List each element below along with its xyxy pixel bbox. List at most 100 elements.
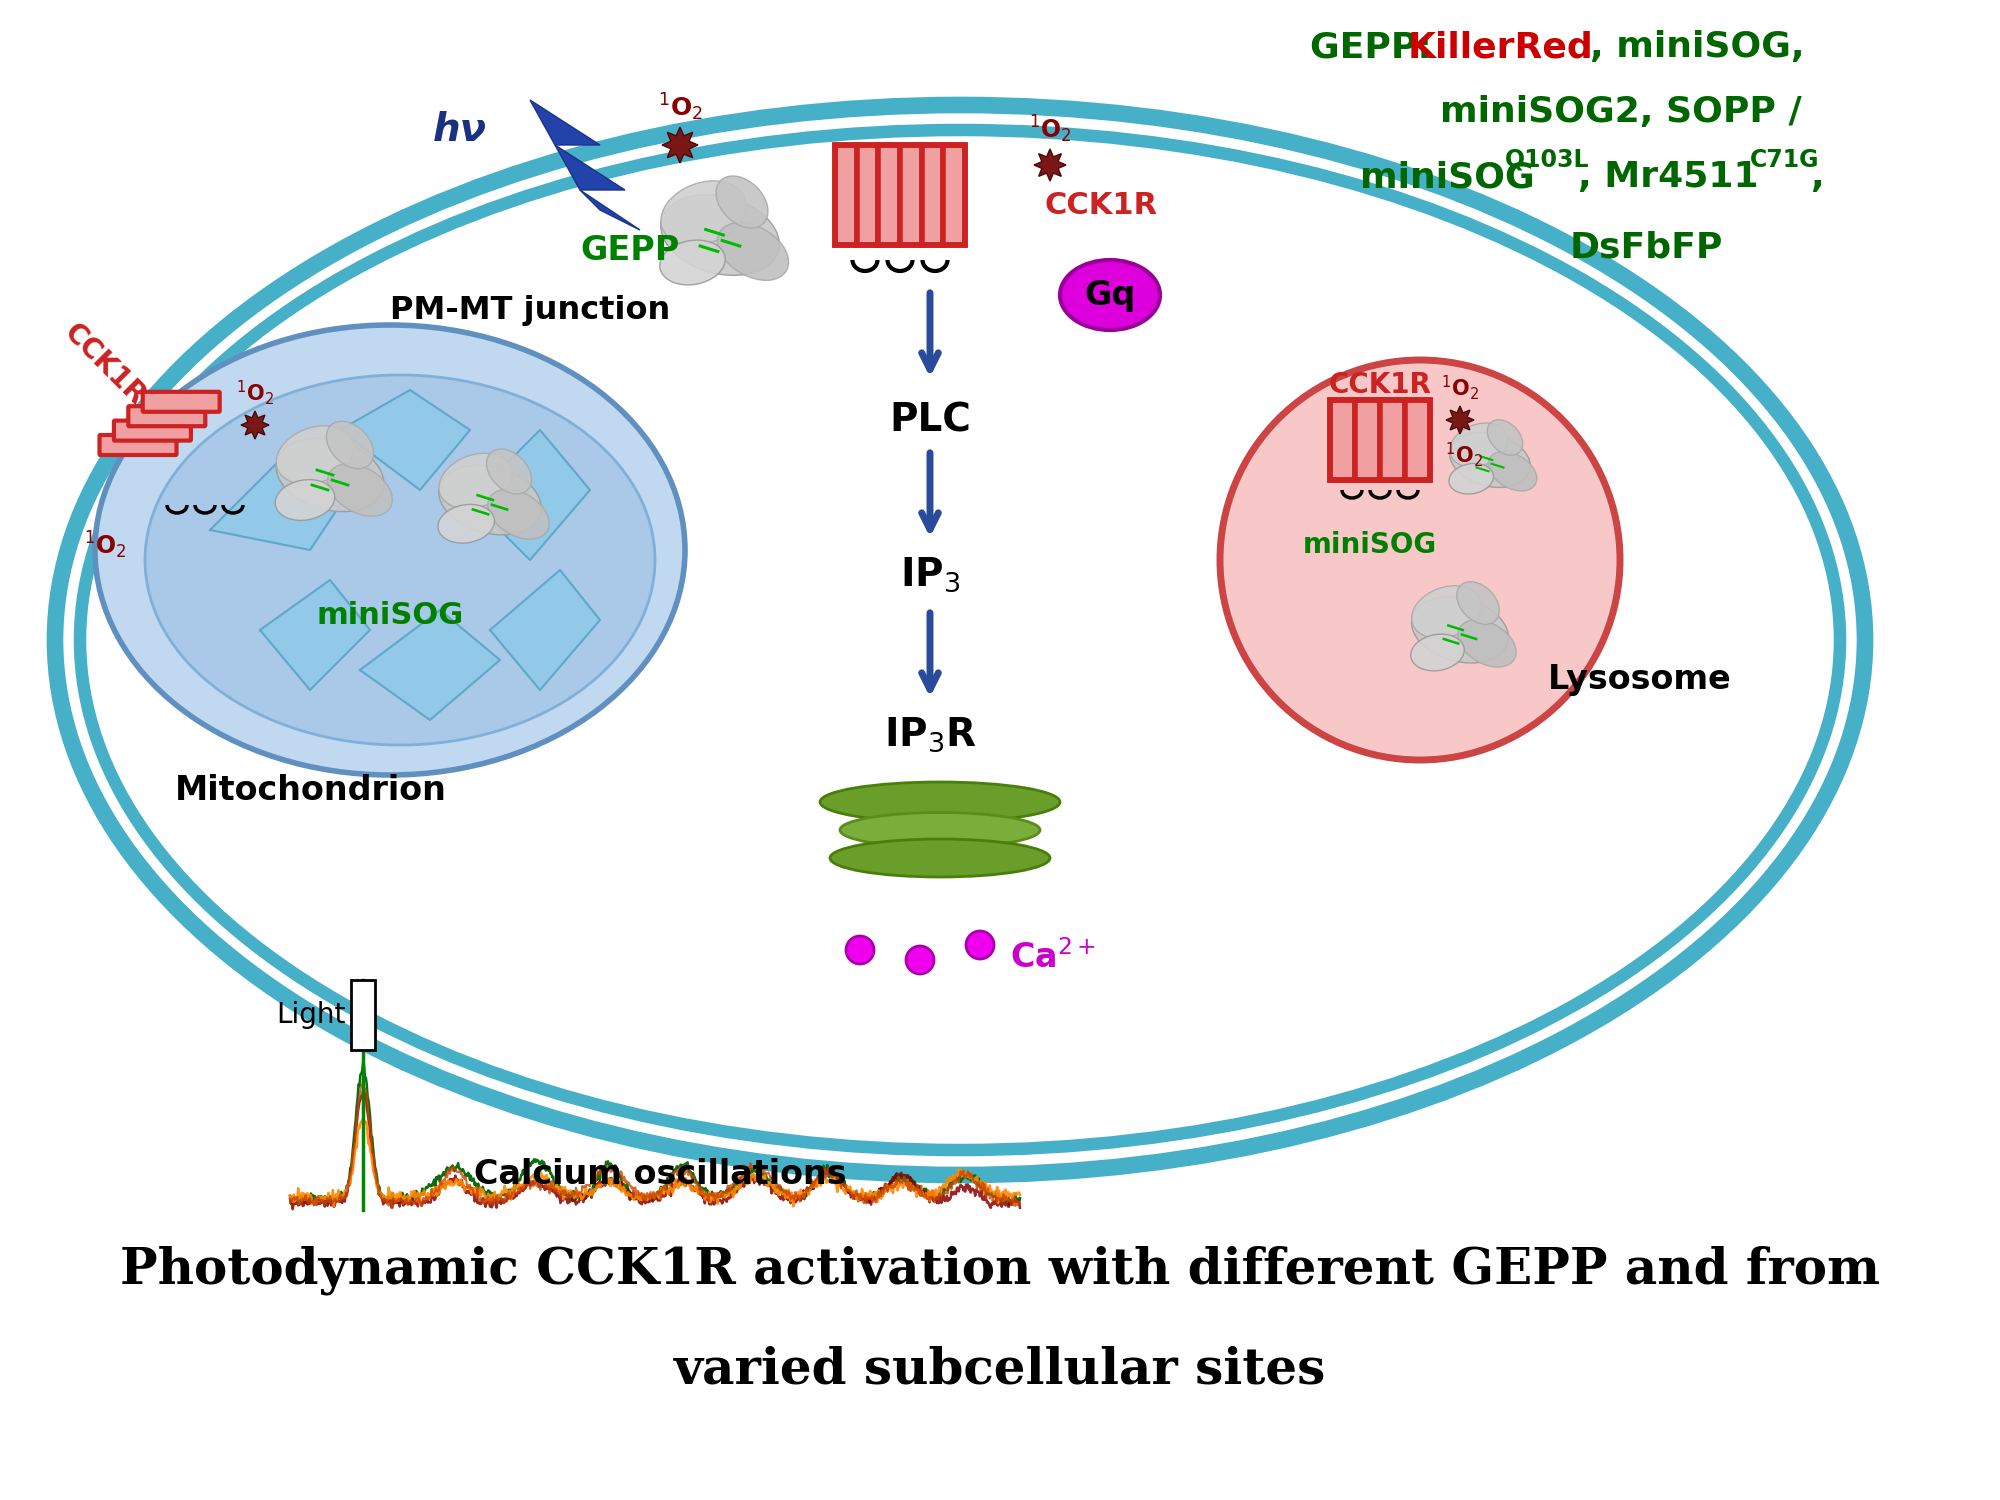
Bar	[1356, 400, 1380, 480]
Ellipse shape	[1456, 582, 1500, 624]
Ellipse shape	[1458, 620, 1516, 668]
Text: CCK1R: CCK1R	[58, 318, 152, 411]
Ellipse shape	[276, 438, 384, 512]
Circle shape	[1220, 360, 1620, 760]
Bar	[1380, 400, 1404, 480]
Text: miniSOG: miniSOG	[1360, 160, 1534, 194]
Text: KillerRed: KillerRed	[1408, 30, 1594, 64]
Ellipse shape	[328, 464, 392, 516]
Ellipse shape	[438, 504, 494, 543]
Ellipse shape	[1450, 432, 1530, 488]
Text: $^1$O$_2$: $^1$O$_2$	[1442, 374, 1478, 402]
Text: IP$_3$R: IP$_3$R	[884, 716, 976, 754]
Ellipse shape	[1412, 597, 1508, 663]
Text: , Mr4511: , Mr4511	[1578, 160, 1758, 194]
Polygon shape	[470, 430, 590, 560]
Ellipse shape	[1488, 420, 1522, 454]
Polygon shape	[530, 100, 600, 146]
Ellipse shape	[716, 176, 768, 228]
Text: Mitochondrion: Mitochondrion	[176, 774, 446, 807]
Circle shape	[846, 936, 874, 964]
Text: DsFbFP: DsFbFP	[1570, 230, 1724, 264]
Polygon shape	[662, 128, 698, 164]
Polygon shape	[360, 610, 500, 720]
Bar	[900, 146, 922, 244]
Ellipse shape	[660, 240, 726, 285]
Text: , miniSOG,: , miniSOG,	[1590, 30, 1804, 64]
Text: Q103L: Q103L	[1506, 148, 1590, 172]
Text: Lysosome: Lysosome	[1548, 663, 1732, 696]
Polygon shape	[556, 146, 624, 190]
Text: $^1$O$_2$: $^1$O$_2$	[1028, 114, 1072, 146]
Text: miniSOG2, SOPP /: miniSOG2, SOPP /	[1440, 94, 1802, 129]
Ellipse shape	[660, 182, 746, 244]
FancyBboxPatch shape	[100, 435, 176, 454]
Polygon shape	[1034, 148, 1066, 182]
Text: hν: hν	[432, 111, 488, 148]
Polygon shape	[340, 390, 470, 490]
Text: PM-MT junction: PM-MT junction	[390, 294, 670, 326]
Ellipse shape	[660, 195, 780, 276]
Text: Gq: Gq	[1084, 279, 1136, 312]
Ellipse shape	[718, 222, 788, 280]
Ellipse shape	[488, 489, 550, 538]
Text: C71G: C71G	[1750, 148, 1820, 172]
Bar	[352, 980, 376, 1050]
Polygon shape	[260, 580, 370, 690]
Ellipse shape	[96, 326, 684, 776]
FancyBboxPatch shape	[128, 406, 206, 426]
FancyBboxPatch shape	[142, 392, 220, 412]
Bar	[1330, 400, 1430, 480]
Bar	[924, 802, 956, 858]
Ellipse shape	[276, 426, 354, 484]
Bar	[878, 146, 900, 244]
Ellipse shape	[1410, 634, 1464, 670]
Text: miniSOG: miniSOG	[316, 600, 464, 630]
Text: ,: ,	[1810, 160, 1824, 194]
Text: GEPP:: GEPP:	[1310, 30, 1444, 64]
Ellipse shape	[1450, 423, 1508, 466]
Ellipse shape	[830, 839, 1050, 878]
Ellipse shape	[1412, 585, 1482, 639]
Ellipse shape	[326, 422, 374, 468]
Circle shape	[966, 932, 994, 958]
Text: varied subcellular sites: varied subcellular sites	[674, 1346, 1326, 1395]
Polygon shape	[490, 570, 600, 690]
Text: CCK1R: CCK1R	[1328, 370, 1432, 399]
Text: Calcium oscillations: Calcium oscillations	[474, 1158, 846, 1191]
Ellipse shape	[438, 465, 542, 536]
Ellipse shape	[486, 448, 532, 494]
Circle shape	[906, 946, 934, 974]
Text: Light: Light	[276, 1000, 346, 1029]
Ellipse shape	[438, 453, 512, 509]
Ellipse shape	[1060, 260, 1160, 330]
Text: Photodynamic CCK1R activation with different GEPP and from: Photodynamic CCK1R activation with diffe…	[120, 1245, 1880, 1294]
Ellipse shape	[1488, 452, 1536, 491]
Ellipse shape	[1448, 464, 1494, 494]
Bar	[836, 146, 964, 244]
Bar	[856, 146, 878, 244]
Bar	[1404, 400, 1430, 480]
Polygon shape	[210, 450, 350, 550]
Text: $^1$O$_2$: $^1$O$_2$	[236, 378, 274, 406]
Text: $^1$O$_2$: $^1$O$_2$	[84, 530, 126, 561]
Ellipse shape	[144, 375, 656, 746]
Text: Ca$^{2+}$: Ca$^{2+}$	[1010, 940, 1096, 975]
FancyBboxPatch shape	[114, 420, 190, 441]
Polygon shape	[580, 190, 640, 230]
Text: $^1$O$_2$: $^1$O$_2$	[1444, 441, 1482, 470]
Text: $^1$O$_2$: $^1$O$_2$	[658, 92, 702, 123]
Bar	[944, 146, 964, 244]
Bar	[836, 146, 856, 244]
Bar	[922, 146, 944, 244]
Polygon shape	[240, 411, 268, 440]
Ellipse shape	[276, 480, 334, 520]
Text: PLC: PLC	[890, 400, 970, 439]
Bar	[1330, 400, 1356, 480]
Ellipse shape	[820, 782, 1060, 822]
Ellipse shape	[840, 813, 1040, 847]
Text: GEPP: GEPP	[580, 234, 680, 267]
Text: IP$_3$: IP$_3$	[900, 555, 960, 594]
Text: CCK1R: CCK1R	[1044, 190, 1158, 219]
Text: miniSOG: miniSOG	[1302, 531, 1438, 560]
